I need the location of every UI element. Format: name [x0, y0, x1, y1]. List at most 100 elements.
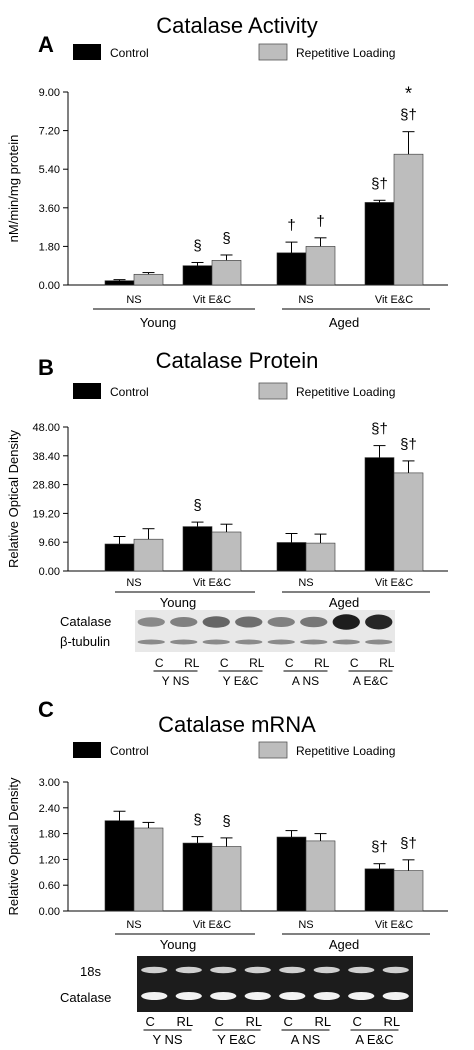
y-tick-label: 1.80: [39, 829, 60, 841]
bar-control: [104, 280, 135, 286]
chart-catalase-activity: A Catalase Activity Control Repetitive Load…: [6, 13, 448, 330]
bar-control: [276, 836, 307, 912]
legend-swatch-control: [73, 383, 101, 399]
x-tick-label: NS: [126, 294, 141, 306]
blot-lane-label: RL: [314, 656, 330, 670]
bar-control: [104, 820, 135, 912]
gel-band-18s: [175, 966, 202, 974]
y-tick-label: 1.20: [39, 854, 60, 866]
gel-background: [137, 956, 413, 1012]
y-tick-label: 7.20: [39, 126, 60, 138]
y-tick-label: 0.00: [39, 280, 60, 292]
legend-swatch-control: [73, 742, 101, 758]
gel-band-catalase: [210, 992, 237, 1000]
significance-marker: *: [405, 84, 412, 104]
gel-lane-label: RL: [176, 1014, 193, 1029]
y-tick-label: 9.00: [39, 87, 60, 99]
panel-a-catalase-activity: A Catalase Activity Control Repetitive Load…: [0, 0, 474, 345]
bar-repetitive-loading: [211, 260, 242, 286]
gel-band-18s: [210, 966, 237, 974]
bar-repetitive-loading: [305, 840, 336, 912]
legend-swatch-repetitive-loading: [258, 43, 288, 61]
x-tick-label: Vit E&C: [375, 919, 413, 931]
chart-title: Catalase mRNA: [158, 712, 316, 737]
blot-group-label: Y E&C: [223, 674, 259, 688]
gel-lane-label: C: [215, 1014, 224, 1029]
bar-control: [182, 842, 213, 912]
x-tick-label: Vit E&C: [375, 294, 413, 306]
y-tick-label: 0.60: [39, 880, 60, 892]
chart-catalase-mrna: C Catalase mRNA Control Repetitive Loading R…: [6, 697, 448, 1047]
y-tick-label: 28.80: [32, 480, 60, 492]
y-tick-label: 3.00: [39, 777, 60, 789]
gel-lane-label: RL: [245, 1014, 262, 1029]
bar-repetitive-loading: [133, 538, 164, 572]
blot-band-tubulin: [235, 639, 263, 645]
legend-label-control: Control: [110, 744, 149, 758]
x-tick-label: Vit E&C: [375, 577, 413, 589]
gel-lane-label: RL: [383, 1014, 400, 1029]
bar-repetitive-loading: [393, 870, 424, 912]
gel-band-catalase: [382, 992, 409, 1000]
blot-lane-label: C: [350, 656, 359, 670]
gel-group-label: Y NS: [152, 1032, 182, 1047]
x-tick-label: Vit E&C: [193, 919, 231, 931]
y-tick-label: 38.40: [32, 451, 60, 463]
gel-band-18s: [279, 966, 306, 974]
bar-control: [276, 542, 307, 572]
significance-marker: §†: [371, 175, 388, 192]
gel-group-label: Y E&C: [217, 1032, 256, 1047]
significance-marker: §: [193, 812, 201, 829]
bar-control: [276, 252, 307, 286]
x-tick-label: Vit E&C: [193, 294, 231, 306]
legend-swatch-repetitive-loading: [258, 741, 288, 759]
y-tick-label: 3.60: [39, 203, 60, 215]
legend-swatch-repetitive-loading: [258, 382, 288, 400]
blot-band-catalase: [235, 616, 263, 628]
y-tick-label: 5.40: [39, 164, 60, 176]
bar-repetitive-loading: [393, 153, 424, 286]
blot-lane-label: RL: [249, 656, 265, 670]
blot-lane-label: RL: [184, 656, 200, 670]
blot-band-catalase: [170, 617, 198, 627]
group-label-young: Young: [160, 595, 196, 610]
gel-band-catalase: [279, 992, 306, 1000]
blot-band-catalase: [365, 614, 393, 630]
blot-band-tubulin: [137, 639, 165, 645]
group-label-aged: Aged: [329, 595, 359, 610]
significance-marker: §†: [400, 835, 417, 852]
bar-repetitive-loading: [305, 542, 336, 572]
bar-control: [182, 526, 213, 572]
group-label-aged: Aged: [329, 315, 359, 330]
blot-band-tubulin: [332, 639, 360, 645]
y-tick-label: 0.00: [39, 906, 60, 918]
blot-band-tubulin: [267, 639, 295, 645]
blot-lane-label: C: [285, 656, 294, 670]
blot-group-label: A E&C: [353, 674, 389, 688]
y-tick-label: 0.00: [39, 566, 60, 578]
blot-group-label: Y NS: [162, 674, 190, 688]
gel-lane-label: C: [146, 1014, 155, 1029]
significance-marker: §: [193, 497, 201, 514]
bar-control: [182, 265, 213, 286]
blot-band-tubulin: [300, 639, 328, 645]
x-tick-label: NS: [126, 577, 141, 589]
gel-lane-label: C: [353, 1014, 362, 1029]
bar-repetitive-loading: [393, 472, 424, 572]
gel-band-18s: [244, 966, 271, 974]
blot-band-catalase: [137, 617, 165, 627]
blot-band-tubulin: [202, 639, 230, 645]
gel-row-label: Catalase: [60, 990, 111, 1005]
x-tick-label: NS: [126, 919, 141, 931]
panel-letter: B: [38, 355, 54, 380]
blot-lane-label: C: [220, 656, 229, 670]
gel-band-18s: [313, 966, 340, 974]
blot-band-catalase: [300, 616, 328, 628]
panel-b-catalase-protein: B Catalase Protein Control Repetitive Loadi…: [0, 345, 474, 690]
significance-marker: †: [316, 213, 324, 230]
group-label-aged: Aged: [329, 937, 359, 952]
blot-row-label: Catalase: [60, 614, 111, 629]
legend-label-control: Control: [110, 46, 149, 60]
blot-lane-label: C: [155, 656, 164, 670]
significance-marker: §: [222, 813, 230, 830]
